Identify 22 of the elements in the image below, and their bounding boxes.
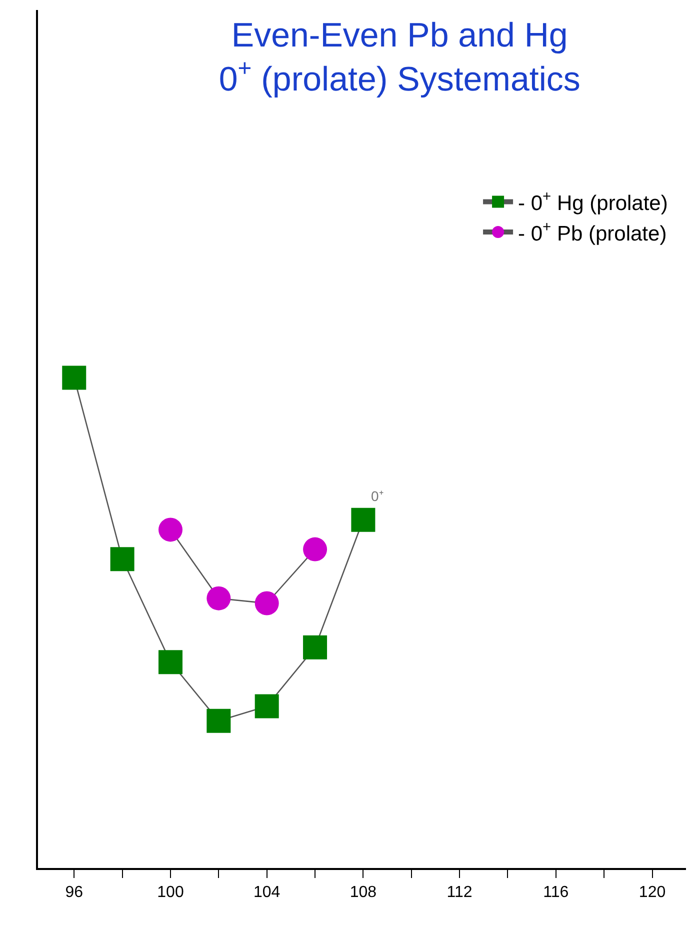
point [303, 537, 328, 562]
point [351, 508, 376, 532]
point [254, 694, 279, 718]
x-tick-label: 96 [65, 884, 84, 901]
x-tick-label: 116 [543, 884, 569, 901]
point [158, 650, 182, 674]
x-tick-label: 108 [350, 884, 377, 901]
x-tick-label: 100 [157, 884, 184, 901]
point [254, 591, 279, 616]
x-tick-label: 112 [446, 884, 472, 901]
x-tick-label: 104 [254, 884, 280, 901]
annotation: 0⁺ [371, 488, 384, 504]
chart-title: Even-Even Pb and Hg 0$^{+}$ (prolate) Systematics [218, 16, 580, 98]
x-tick-label: 120 [638, 884, 666, 901]
point [303, 635, 328, 660]
point [158, 518, 182, 542]
legend-label: - 0$^{+}$ Pb (prolate) [518, 219, 667, 246]
point [206, 586, 231, 610]
legend-label: - 0$^{+}$ Hg (prolate) [518, 189, 668, 215]
point [62, 366, 86, 390]
point [206, 708, 231, 733]
point [110, 547, 134, 572]
